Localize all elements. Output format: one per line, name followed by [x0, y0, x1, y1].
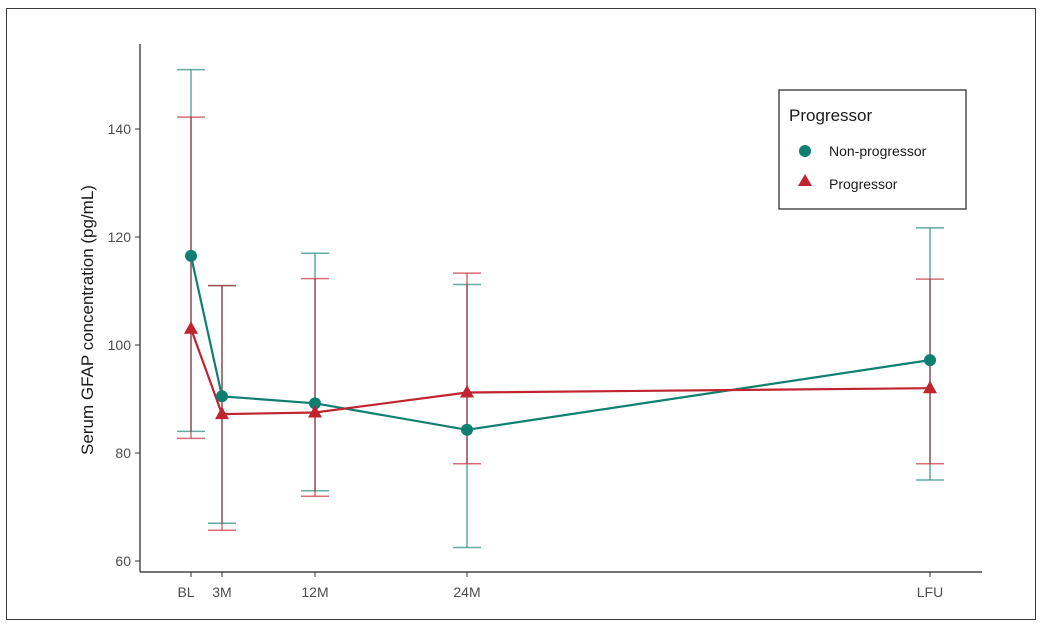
x-tick-label: 24M — [453, 584, 480, 600]
legend-marker-progressor — [798, 174, 812, 186]
y-tick-label: 100 — [108, 337, 132, 353]
point-progressor — [184, 321, 198, 334]
point-non-progressor — [461, 423, 473, 436]
point-non-progressor — [216, 390, 228, 403]
legend-label-progressor: Progressor — [829, 176, 898, 192]
y-tick-label: 80 — [115, 445, 131, 461]
legend-marker-non-progressor — [799, 145, 811, 157]
markers — [184, 249, 937, 436]
y-tick-label: 140 — [108, 121, 132, 137]
x-tick-label: LFU — [917, 584, 943, 600]
point-non-progressor — [924, 354, 936, 367]
x-tick-label: 3M — [212, 584, 231, 600]
point-non-progressor — [309, 397, 321, 410]
y-axis-title: Serum GFAP concentration (pg/mL) — [78, 185, 97, 455]
point-progressor — [460, 385, 474, 398]
series-lines — [189, 255, 931, 431]
x-tick-label: 12M — [301, 584, 328, 600]
series-line-non-progressor — [189, 255, 931, 431]
x-tick-label: BL — [177, 584, 194, 600]
point-progressor — [215, 406, 229, 420]
y-tick-label: 120 — [108, 229, 132, 245]
point-progressor — [923, 380, 937, 394]
legend: Progressor Non-progressor Progressor — [778, 89, 967, 210]
legend-label-non-progressor: Non-progressor — [829, 143, 927, 159]
point-non-progressor — [185, 249, 197, 262]
y-tick-label: 60 — [115, 553, 131, 569]
point-progressor — [308, 405, 322, 418]
legend-title: Progressor — [789, 106, 872, 125]
axes: 60 80 100 120 140 BL 3M 12M 24M LFU — [108, 44, 982, 600]
